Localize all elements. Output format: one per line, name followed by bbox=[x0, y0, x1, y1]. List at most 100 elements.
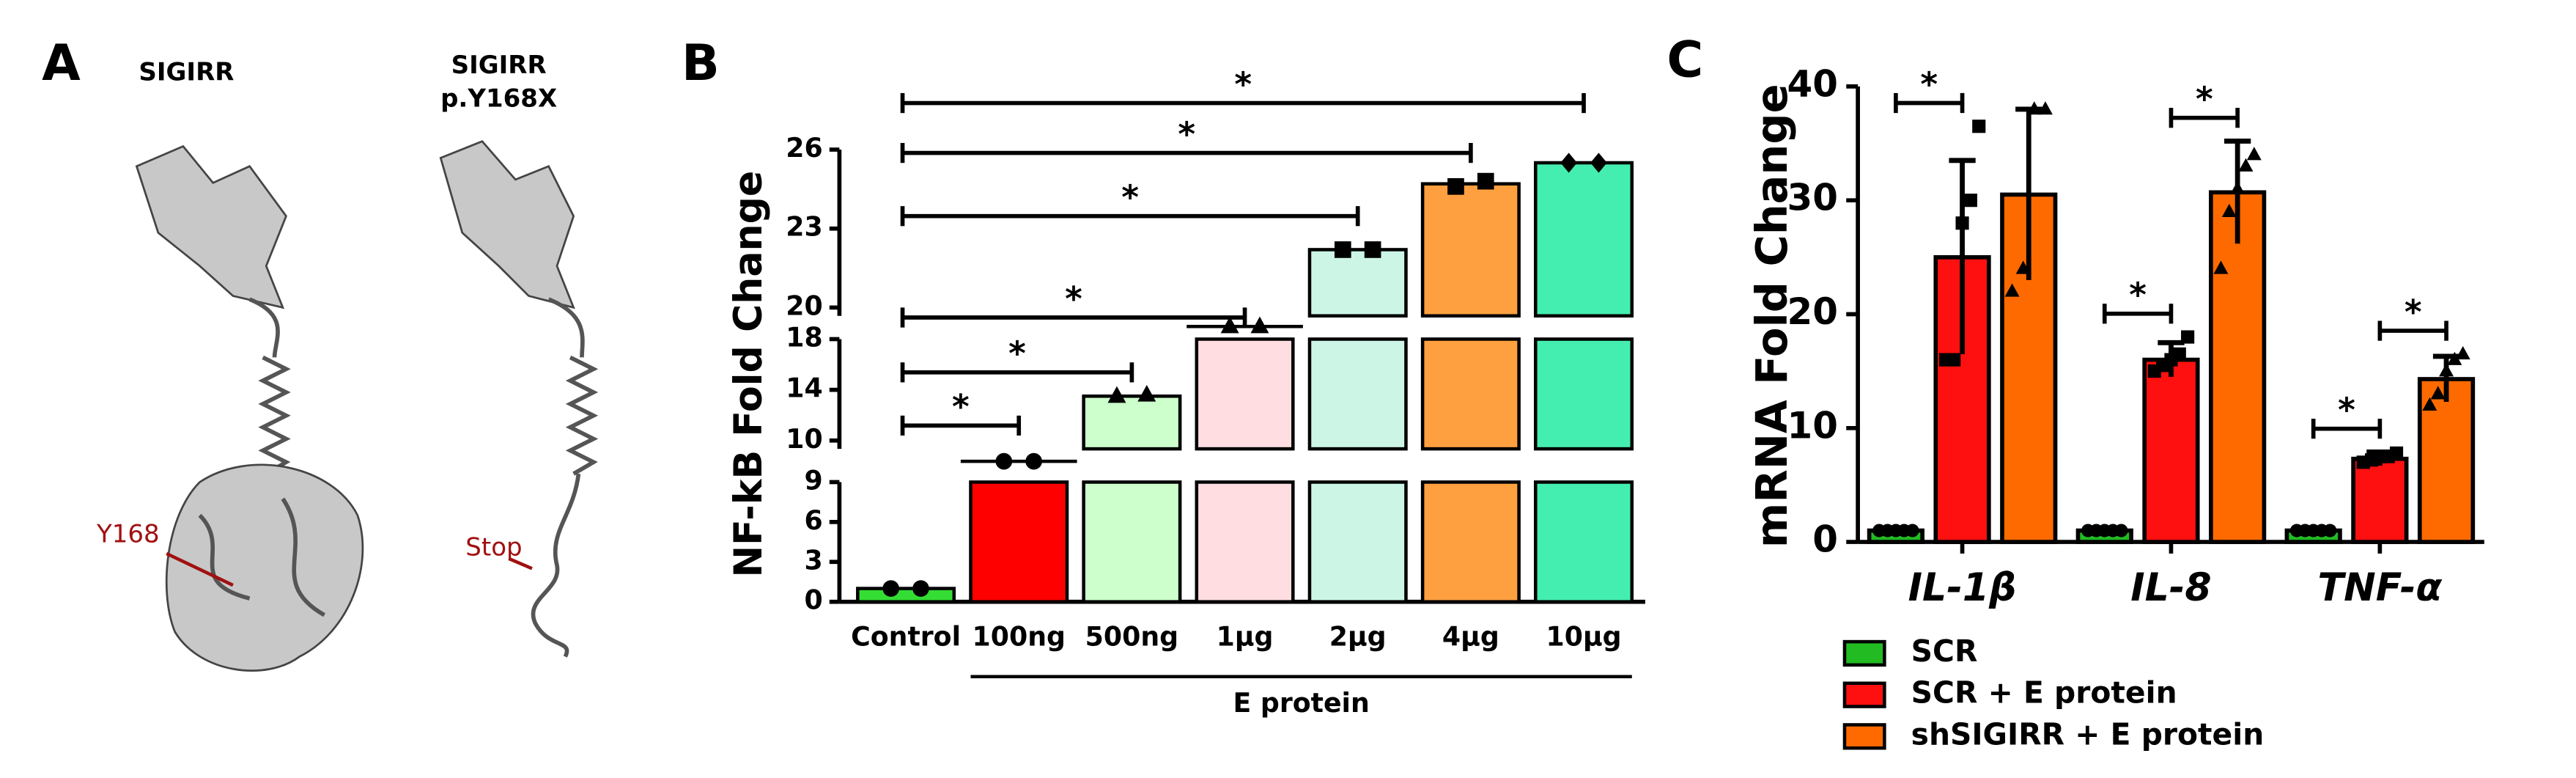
significance-label: * bbox=[2129, 276, 2147, 315]
y-axis-label: NF-kB Fold Change bbox=[727, 171, 771, 578]
panel-letter: A bbox=[42, 34, 81, 92]
y-axis-label: mRNA Fold Change bbox=[1746, 84, 1797, 548]
x-tick-label: 100ng bbox=[972, 621, 1065, 653]
data-point bbox=[2439, 363, 2454, 377]
coil bbox=[248, 297, 280, 358]
group-label: E protein bbox=[1233, 687, 1369, 719]
legend-label: SCR + E protein bbox=[1911, 675, 2177, 711]
bar bbox=[2351, 456, 2409, 544]
panel-letter: B bbox=[682, 34, 720, 92]
x-tick-label: Control bbox=[851, 621, 961, 653]
data-point bbox=[2238, 158, 2254, 172]
y-tick-label: 40 bbox=[1787, 62, 1838, 105]
significance-label: * bbox=[1008, 334, 1026, 373]
data-point bbox=[1025, 452, 1042, 470]
data-point bbox=[1477, 172, 1494, 190]
y-tick-label: 0 bbox=[804, 584, 822, 616]
data-point bbox=[1107, 386, 1126, 403]
beta-sheet bbox=[439, 140, 575, 309]
legend-swatch bbox=[1842, 639, 1886, 667]
bar bbox=[1082, 480, 1182, 603]
globular-domain bbox=[165, 463, 364, 672]
y-tick-label: 3 bbox=[804, 544, 822, 576]
structure-title: SIGIRR bbox=[139, 57, 234, 87]
bar bbox=[1195, 337, 1295, 451]
y-tick-label: 23 bbox=[786, 211, 822, 243]
data-point bbox=[2422, 397, 2437, 411]
data-point bbox=[2221, 203, 2237, 217]
panel-letter: C bbox=[1667, 32, 1703, 89]
data-point bbox=[2447, 351, 2462, 365]
data-point bbox=[1590, 153, 1607, 173]
data-point bbox=[1334, 241, 1351, 258]
data-point bbox=[1972, 120, 1986, 133]
data-point bbox=[2389, 446, 2404, 460]
data-point bbox=[912, 580, 929, 597]
legend-swatch bbox=[1842, 723, 1886, 750]
y-tick-label: 0 bbox=[1812, 518, 1838, 561]
bar bbox=[2142, 357, 2200, 544]
legend-label: shSIGIRR + E protein bbox=[1911, 716, 2265, 752]
residue-label: Y168 bbox=[96, 520, 160, 549]
significance-label: * bbox=[1121, 178, 1139, 217]
x-tick-label: TNF-α bbox=[2318, 566, 2443, 610]
bar bbox=[2209, 190, 2267, 544]
data-point bbox=[1963, 194, 1977, 208]
data-point bbox=[2172, 347, 2186, 361]
pointer bbox=[508, 557, 533, 570]
bar bbox=[1307, 480, 1408, 603]
data-point bbox=[2213, 260, 2229, 274]
bar bbox=[1420, 337, 1521, 451]
significance-label: * bbox=[1065, 279, 1082, 318]
bar bbox=[1420, 480, 1521, 603]
data-point bbox=[1364, 241, 1381, 258]
y-tick-label: 26 bbox=[786, 132, 822, 164]
x-tick-label: 1μg bbox=[1217, 621, 1274, 653]
pointer bbox=[166, 551, 234, 587]
structure-title: p.Y168X bbox=[440, 84, 557, 114]
data-point bbox=[2026, 101, 2042, 115]
y-tick-label: 18 bbox=[786, 321, 822, 353]
bar bbox=[1420, 182, 1521, 318]
significance-label: * bbox=[2405, 293, 2422, 331]
panel-a: A SIGIRR SIGIRR p.Y168X Y168 Stop bbox=[42, 34, 599, 672]
significance-label: * bbox=[2196, 80, 2213, 119]
x-tick-label: 10μg bbox=[1546, 621, 1621, 653]
data-point bbox=[2004, 283, 2020, 297]
bar bbox=[856, 587, 956, 603]
y-tick-label: 14 bbox=[786, 373, 822, 404]
x-tick-label: 500ng bbox=[1085, 621, 1178, 653]
data-point bbox=[2037, 101, 2053, 115]
data-point bbox=[2114, 524, 2128, 537]
structure-title: SIGIRR bbox=[451, 51, 547, 80]
helix bbox=[565, 355, 599, 476]
data-point bbox=[1447, 177, 1464, 195]
legend-swatch bbox=[1842, 681, 1886, 708]
data-point bbox=[1220, 316, 1239, 334]
data-point bbox=[1947, 353, 1961, 367]
coil bbox=[547, 297, 585, 358]
data-point bbox=[1250, 316, 1269, 334]
y-tick-label: 6 bbox=[804, 504, 822, 536]
data-point bbox=[2455, 345, 2470, 360]
bar bbox=[1307, 337, 1408, 451]
data-point bbox=[2323, 524, 2337, 537]
y-tick-label: 30 bbox=[1787, 177, 1838, 219]
bar bbox=[1534, 161, 1634, 318]
residue-label: Stop bbox=[465, 533, 522, 562]
significance-label: * bbox=[1234, 65, 1252, 103]
y-tick-label: 20 bbox=[1787, 290, 1838, 333]
bar bbox=[1534, 337, 1634, 451]
data-point bbox=[995, 452, 1013, 470]
data-point bbox=[882, 580, 899, 597]
significance-label: * bbox=[1178, 114, 1195, 153]
y-tick-label: 20 bbox=[786, 290, 822, 321]
data-point bbox=[1560, 153, 1577, 173]
coil bbox=[531, 473, 581, 658]
significance-label: * bbox=[1920, 65, 1938, 103]
significance-label: * bbox=[952, 387, 970, 426]
x-tick-label: IL-8 bbox=[2130, 566, 2212, 610]
bar bbox=[1307, 248, 1408, 318]
data-point bbox=[2246, 147, 2262, 161]
beta-sheet bbox=[135, 144, 287, 309]
